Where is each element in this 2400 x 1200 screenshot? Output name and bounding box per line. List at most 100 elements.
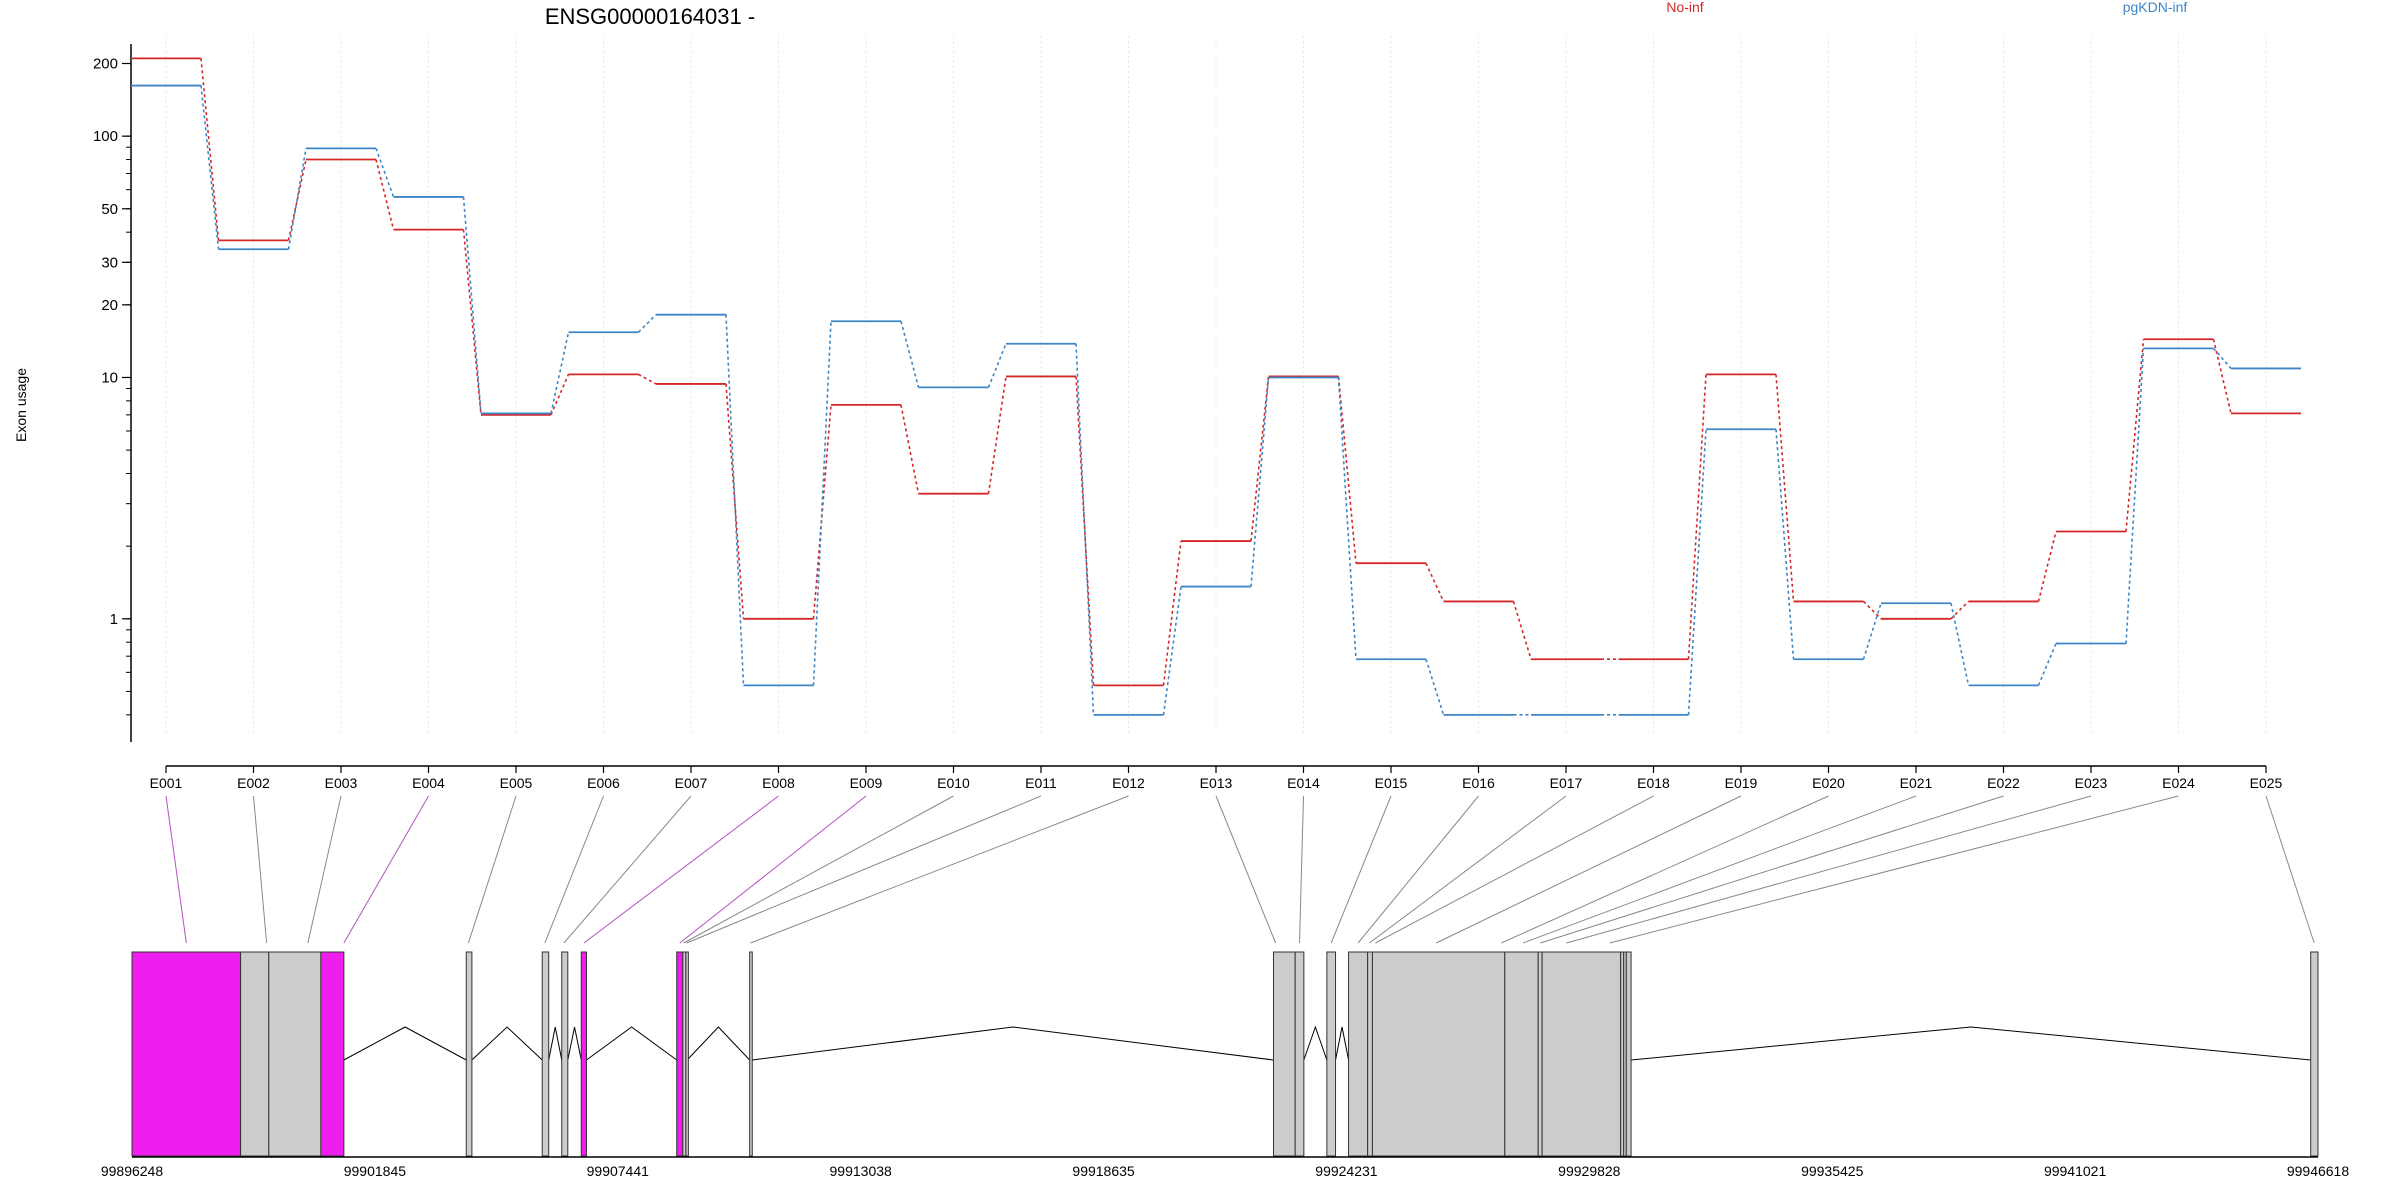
connector-e025 [2265,795,2315,944]
x-tick-label: E008 [762,775,795,791]
exon-box-e015 [1326,951,1337,1157]
x-tick-label: E007 [675,775,708,791]
series-no-inf-connector [287,159,307,241]
genome-coordinate-label: 99929828 [1558,1163,1621,1179]
series-no-inf-connector [1687,374,1707,660]
legend-no-inf: No-inf [1666,0,1703,15]
connector-e012 [750,795,1129,944]
series-no-inf-connector [1337,376,1357,564]
exon-box-e003 [268,951,322,1157]
series-no-inf-connector [375,159,395,230]
connector-e020 [1501,795,1829,944]
x-tick-label: E018 [1637,775,1670,791]
intron-line [752,1026,1274,1061]
x-tick-label: E014 [1287,775,1320,791]
exon-box-e020 [1537,951,1543,1157]
exon-box-e018 [1371,951,1506,1157]
chart-title: ENSG00000164031 - [545,4,755,29]
x-tick-label: E010 [937,775,970,791]
exon-gridlines [165,36,2267,735]
genome-coordinate-label: 99896248 [101,1163,164,1179]
genome-coordinate-label: 99941021 [2044,1163,2107,1179]
series-pgkdn-inf-connector [287,148,307,250]
series-no-inf-connector [987,376,1007,494]
x-tick-label: E009 [850,775,883,791]
x-tick-label: E013 [1200,775,1233,791]
exon-box-e017 [1367,951,1373,1157]
series-no-inf-connector [2037,531,2057,602]
series-pgkdn-inf-connector [987,343,1007,388]
connector-e002 [253,795,268,944]
connector-e001 [165,795,187,944]
exon-box-e001 [131,951,242,1157]
connector-e011 [686,795,1042,944]
genome-coordinate-label: 99907441 [587,1163,650,1179]
exon-box-e005 [465,951,473,1157]
intron-line [586,1026,678,1061]
x-tick-label: E020 [1812,775,1845,791]
x-tick-label: E006 [587,775,620,791]
y-tick-label: 30 [101,254,118,271]
x-tick-label: E001 [150,775,183,791]
intron-line [1303,1025,1328,1061]
x-tick-label: E025 [2250,775,2283,791]
connector-e017 [1369,795,1567,944]
connector-e019 [1436,795,1742,944]
series-no-inf-connector [1162,540,1182,686]
series-pgkdn-inf-connector [637,314,657,333]
x-tick-label: E019 [1725,775,1758,791]
series-pgkdn-inf-connector [900,321,920,388]
intron-line [343,1026,467,1061]
genome-coordinate-label: 99918635 [1072,1163,1135,1179]
series-no-inf-connector [1950,600,1970,620]
series-pgkdn-inf-connector [550,332,570,414]
x-tick-label: E002 [237,775,270,791]
intron-line [686,1026,751,1061]
exon-box-e012 [749,951,753,1157]
intron-line [1631,1026,2311,1061]
series-pgkdn-inf-connector [812,321,832,686]
genome-coordinate-label: 99913038 [830,1163,893,1179]
connector-e016 [1357,795,1479,944]
exon-box-e006 [541,951,550,1157]
axes: 1 10 20 30 50 100 200 E001 E002 E003 E004 E005 E006 E… [93,44,2283,791]
series-pgkdn-inf-connector [1425,658,1445,716]
connector-e003 [307,795,342,944]
x-tick-label: E011 [1025,775,1057,791]
series-no-inf-connector [1425,562,1445,602]
connector-e007 [563,795,692,944]
exon-box-e002 [240,951,270,1157]
series-pgkdn-inf-connector [2037,643,2057,686]
series-no-inf-connector [900,404,920,494]
x-tick-label: E021 [1900,775,1933,791]
y-tick-label: 20 [101,297,118,314]
connector-e009 [679,795,867,944]
y-tick-label: 1 [110,611,118,628]
series-pgkdn-inf-connector [2212,347,2232,369]
series-no-inf-connector [1775,374,1795,602]
exon-box-e013 [1272,951,1296,1157]
connector-e015 [1330,795,1392,944]
series-no-inf-connector [1512,601,1532,660]
series-pgkdn-inf-connector [1862,603,1882,660]
series-no-inf-connector [200,58,220,241]
series-pgkdn-inf-connector [1950,603,1970,686]
y-tick-label: 200 [93,55,118,72]
y-axis-label: Exon usage [13,368,29,442]
x-tick-label: E024 [2162,775,2195,791]
y-tick-label: 10 [101,369,118,386]
intron-line [548,1026,563,1061]
series-lines [131,57,2301,716]
connector-e010 [683,795,954,944]
intron-line [1335,1026,1350,1061]
x-tick-label: E005 [500,775,533,791]
series-no-inf-connector [2212,339,2232,414]
exon-box-e004 [320,951,345,1157]
series-pgkdn-inf-connector [2125,348,2145,644]
series-pgkdn-inf-connector [375,148,395,198]
x-tick-label: E015 [1375,775,1408,791]
exon-box-e024 [1625,951,1632,1157]
x-tick-label: E004 [412,775,445,791]
connector-e024 [1609,795,2179,944]
